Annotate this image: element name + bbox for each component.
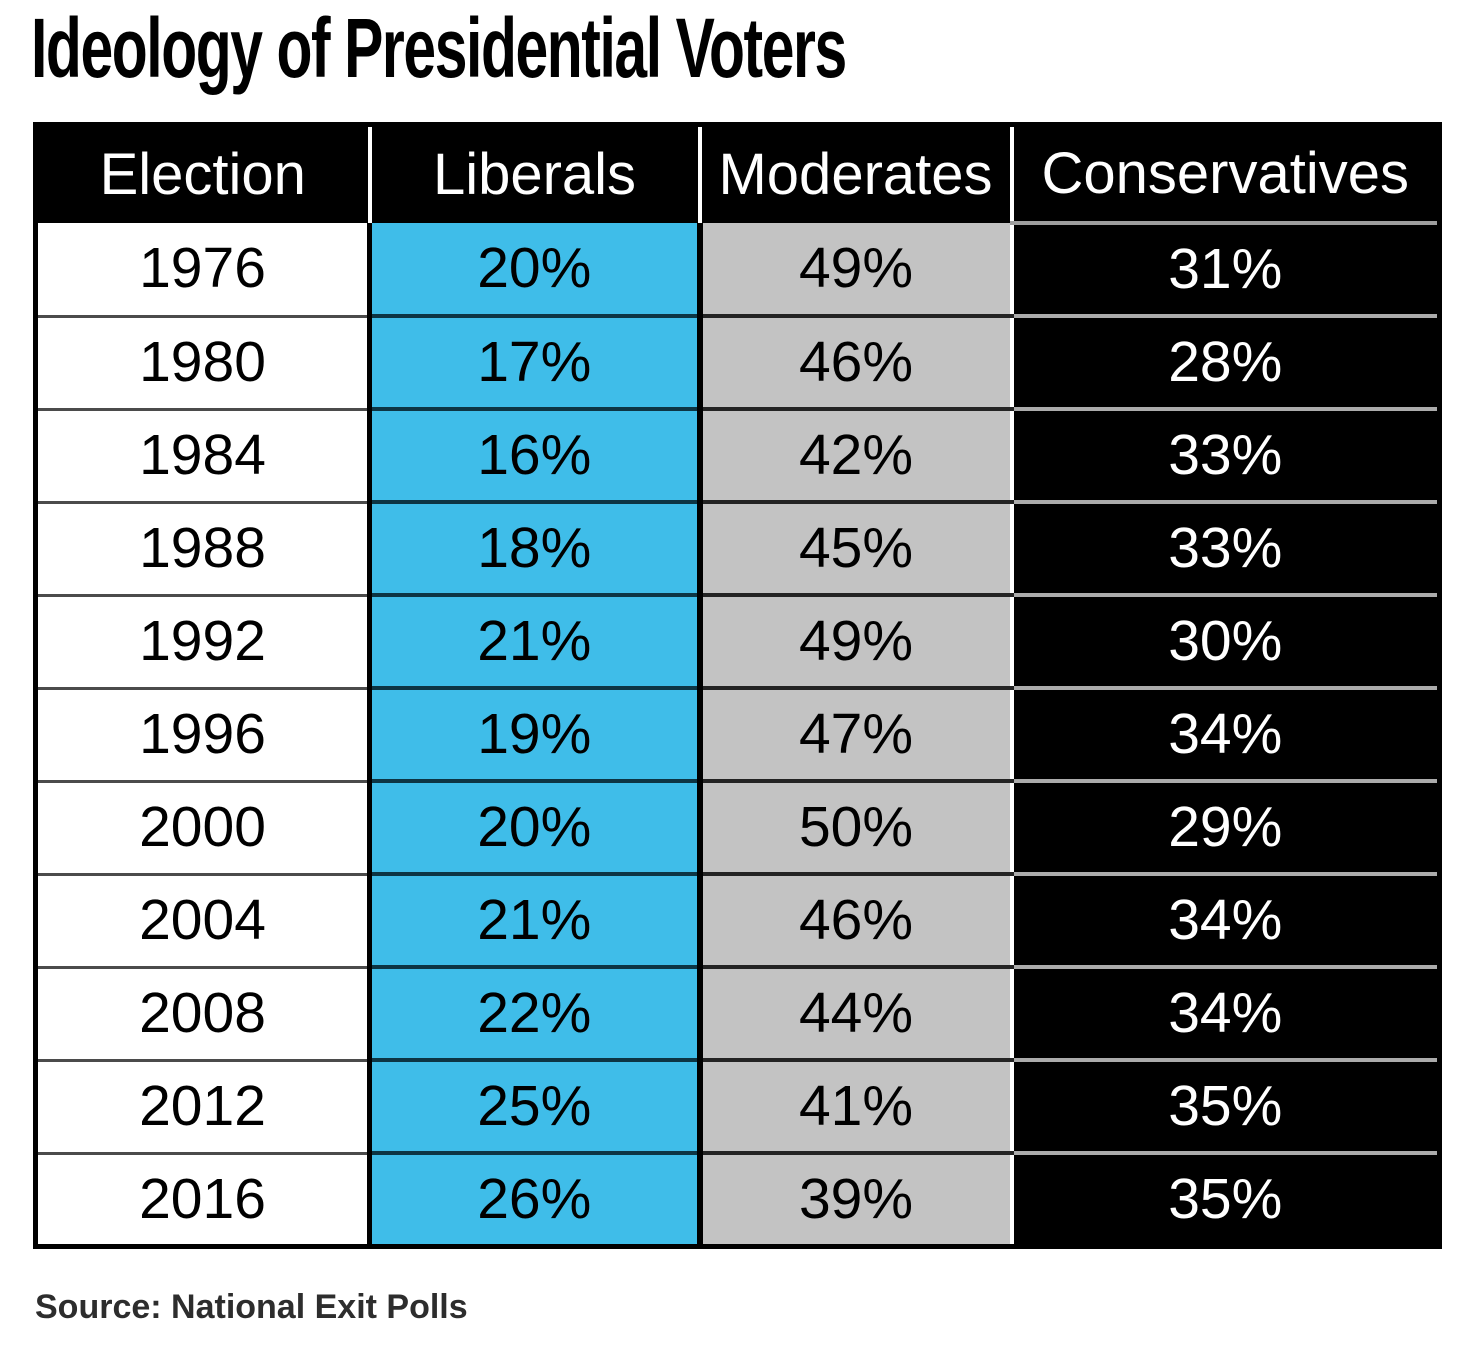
cell-moderates-pct: 39% [699,1153,1014,1249]
cell-conservatives-pct: 33% [1011,409,1440,504]
cell-moderates-pct: 50% [699,781,1014,876]
cell-moderates-pct: 44% [699,967,1014,1062]
cell-conservatives-pct: 35% [1011,1153,1440,1249]
cell-moderates-pct: 49% [699,595,1014,690]
ideology-table: Election Liberals Moderates Conservative… [33,122,1442,1249]
cell-election-year: 2004 [35,874,372,969]
page-title: Ideology of Presidential Voters [31,1,847,95]
column-header-conservatives: Conservatives [1009,124,1440,225]
cell-conservatives-pct: 34% [1011,967,1440,1062]
table-row: 2004 21% 46% 34% [35,874,1440,969]
table-row: 1988 18% 45% 33% [35,502,1440,597]
column-header-election: Election [35,124,370,223]
cell-moderates-pct: 49% [699,223,1014,318]
cell-election-year: 1988 [35,502,372,597]
cell-moderates-pct: 46% [699,874,1014,969]
cell-election-year: 2012 [35,1060,372,1155]
table-row: 2016 26% 39% 35% [35,1153,1440,1249]
cell-liberals-pct: 22% [369,967,703,1062]
cell-election-year: 1976 [35,223,372,318]
cell-election-year: 1984 [35,409,372,504]
cell-liberals-pct: 20% [369,223,703,318]
cell-conservatives-pct: 28% [1011,316,1440,411]
table-row: 2000 20% 50% 29% [35,781,1440,876]
cell-conservatives-pct: 34% [1011,874,1440,969]
header-row: Election Liberals Moderates Conservative… [35,124,1440,225]
table-row: 1976 20% 49% 31% [35,223,1440,318]
cell-liberals-pct: 20% [369,781,703,876]
cell-moderates-pct: 42% [699,409,1014,504]
cell-election-year: 2000 [35,781,372,876]
cell-election-year: 1996 [35,688,372,783]
table-row: 2012 25% 41% 35% [35,1060,1440,1155]
cell-election-year: 1992 [35,595,372,690]
cell-liberals-pct: 21% [369,595,703,690]
source-caption: Source: National Exit Polls [35,1288,468,1326]
cell-conservatives-pct: 29% [1011,781,1440,876]
table-row: 1984 16% 42% 33% [35,409,1440,504]
cell-liberals-pct: 17% [369,316,703,411]
table-row: 1992 21% 49% 30% [35,595,1440,690]
table-row: 1980 17% 46% 28% [35,316,1440,411]
cell-liberals-pct: 26% [369,1153,703,1249]
cell-moderates-pct: 46% [699,316,1014,411]
cell-moderates-pct: 47% [699,688,1014,783]
cell-liberals-pct: 19% [369,688,703,783]
table-row: 2008 22% 44% 34% [35,967,1440,1062]
cell-liberals-pct: 21% [369,874,703,969]
cell-election-year: 2008 [35,967,372,1062]
cell-conservatives-pct: 31% [1011,223,1440,318]
cell-liberals-pct: 18% [369,502,703,597]
column-header-moderates: Moderates [697,124,1012,223]
cell-election-year: 1980 [35,316,372,411]
cell-election-year: 2016 [35,1153,372,1248]
cell-conservatives-pct: 33% [1011,502,1440,597]
cell-liberals-pct: 25% [369,1060,703,1155]
table-row: 1996 19% 47% 34% [35,688,1440,783]
cell-liberals-pct: 16% [369,409,703,504]
cell-conservatives-pct: 30% [1011,595,1440,690]
cell-conservatives-pct: 34% [1011,688,1440,783]
cell-moderates-pct: 45% [699,502,1014,597]
cell-conservatives-pct: 35% [1011,1060,1440,1155]
cell-moderates-pct: 41% [699,1060,1014,1155]
column-header-liberals: Liberals [367,124,700,223]
